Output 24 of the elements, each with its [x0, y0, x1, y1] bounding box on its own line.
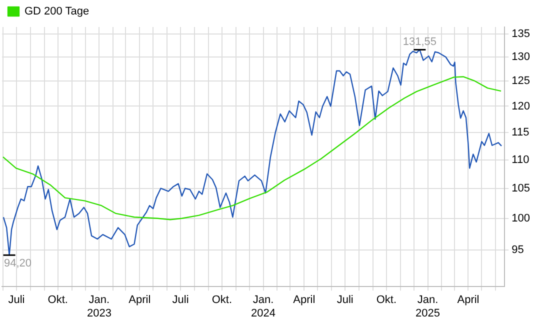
x-tick-label: Jan. 2025 [416, 294, 440, 320]
x-tick-label: April [457, 294, 480, 306]
x-tick-label: April [128, 294, 151, 306]
y-tick-label: 100 [512, 212, 530, 224]
y-tick-label: 110 [512, 154, 530, 166]
x-tick-label: Okt. [212, 294, 232, 306]
y-tick-label: 95 [512, 244, 524, 256]
x-tick-label: April [293, 294, 316, 306]
x-tick-label: Jan. 2023 [86, 294, 112, 320]
x-tick-label: Juli [8, 294, 25, 306]
annotation: 131,55 [402, 36, 437, 48]
y-tick-label: 125 [512, 75, 530, 88]
y-tick-label: 115 [512, 126, 530, 138]
x-tick-label: Okt. [48, 294, 68, 306]
legend-label: GD 200 Tage [24, 6, 90, 18]
y-tick-label: 135 [512, 28, 530, 40]
x-tick-label: Jan. 2024 [251, 294, 276, 320]
x-tick-label: Okt. [376, 294, 397, 306]
y-tick-label: 105 [512, 182, 530, 194]
x-tick-label: Juli [172, 294, 189, 306]
y-tick-label: 120 [512, 100, 530, 112]
x-tick-label: Juli [336, 294, 354, 306]
y-tick-label: 130 [512, 51, 530, 64]
annotation: 94,20 [4, 258, 32, 270]
